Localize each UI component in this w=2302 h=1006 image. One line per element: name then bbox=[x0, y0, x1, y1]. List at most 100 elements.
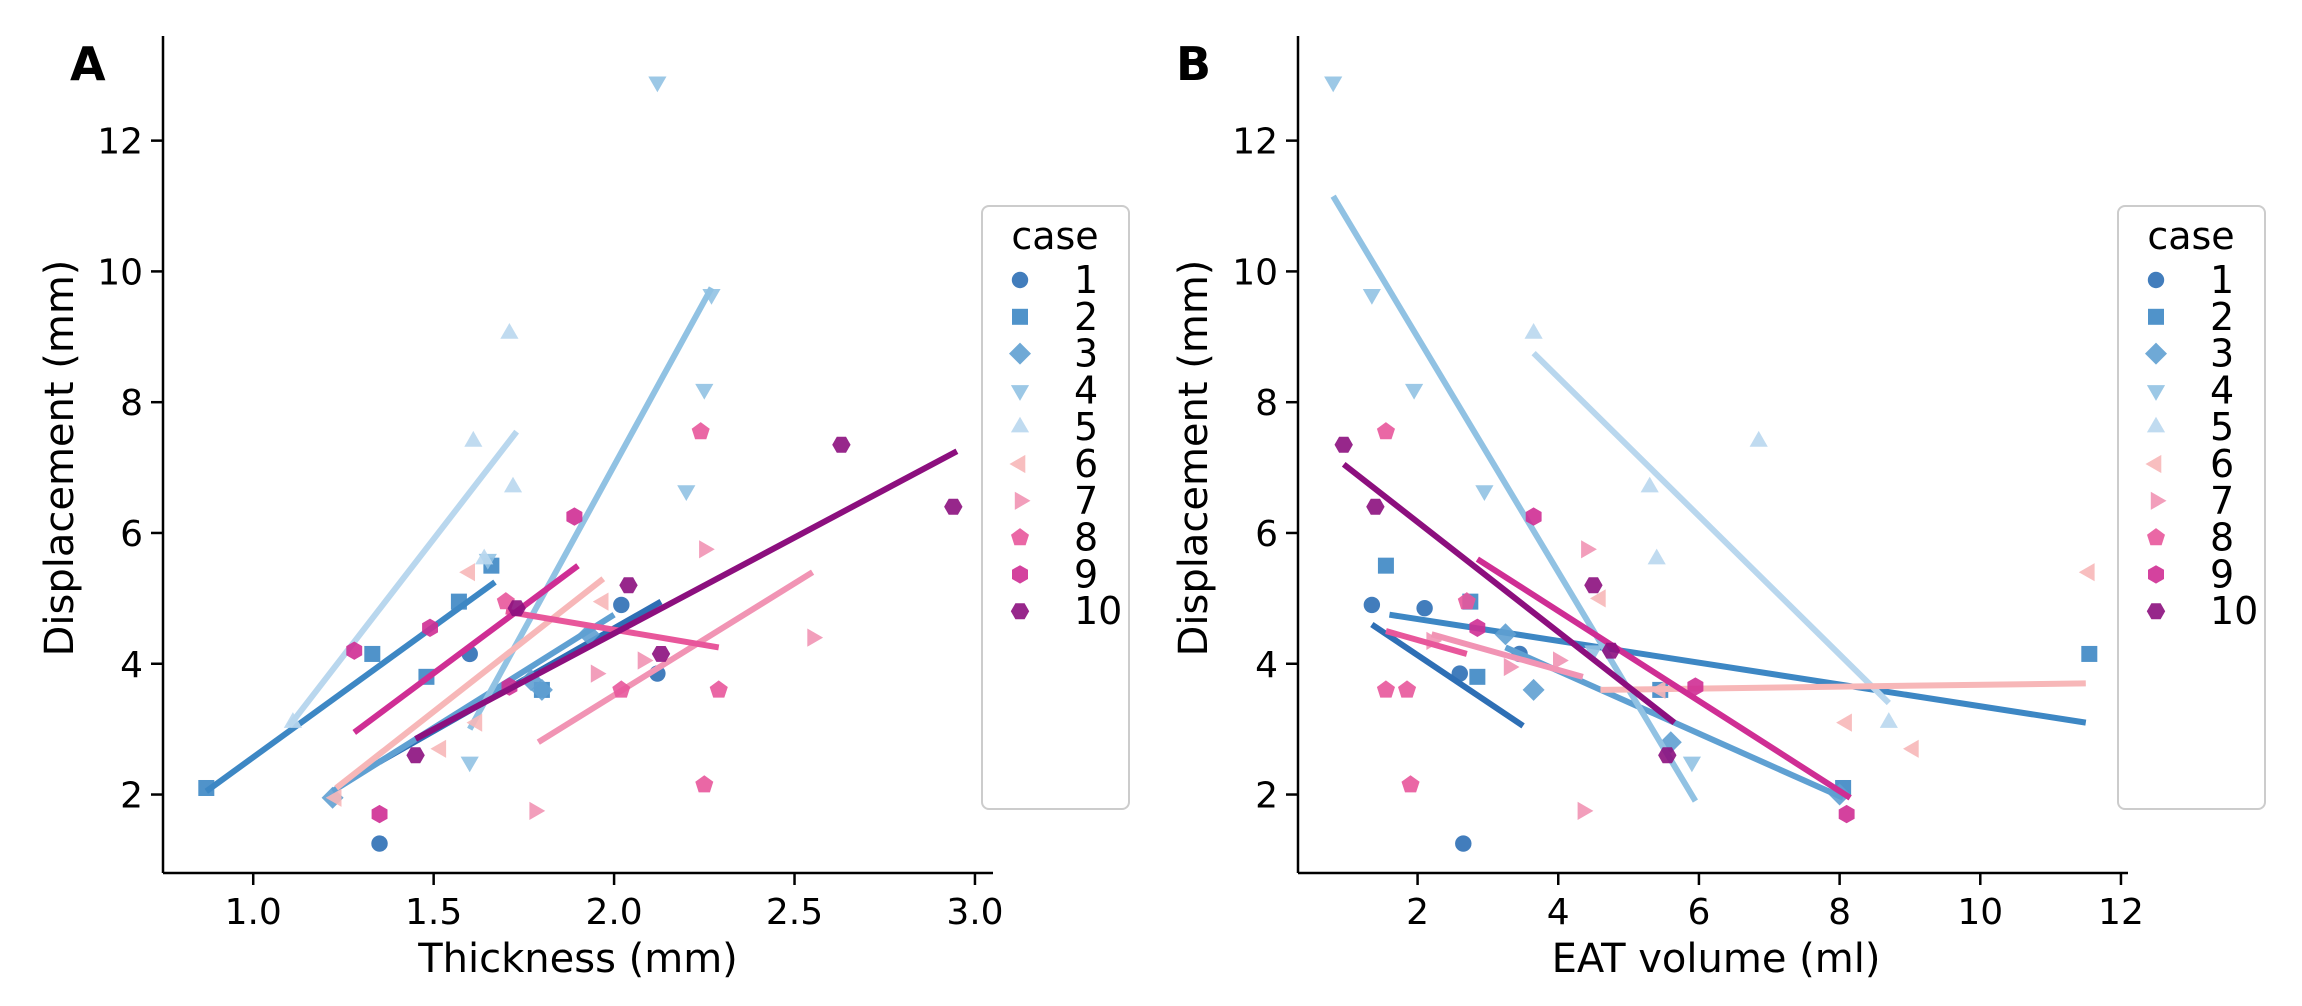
panel-a-legend-label-case-1: 1 bbox=[1074, 258, 1098, 302]
panel-a-legend-marker-case-3 bbox=[1009, 342, 1031, 365]
panel-b-point-case-5 bbox=[1524, 323, 1543, 339]
panel-a-x-ticks: 1.0 1.5 2.0 2.5 3.0 bbox=[225, 873, 1004, 933]
panel-a-point-case-1 bbox=[613, 596, 630, 614]
panel-b-y-tick-label: 6 bbox=[1255, 514, 1278, 555]
panel-a-legend-title: case bbox=[1011, 214, 1098, 258]
panel-b-series-case-9 bbox=[1469, 507, 1855, 824]
panel-a-point-case-9 bbox=[566, 507, 583, 526]
panel-a-legend-marker-case-7 bbox=[1014, 491, 1031, 510]
panel-b-legend-frame bbox=[2117, 205, 2266, 810]
panel-a-y-tick-label: 4 bbox=[120, 645, 143, 686]
panel-b-legend-label-case-2: 2 bbox=[2210, 295, 2234, 339]
panel-a-legend-marker-case-1 bbox=[1011, 271, 1029, 289]
panel-a-series-case-6 bbox=[325, 563, 609, 807]
panel-b-legend-marker-case-3 bbox=[2145, 342, 2167, 365]
panel-a-series-case-8 bbox=[496, 422, 728, 793]
panel-a-point-case-7 bbox=[637, 651, 654, 670]
panel-b-x-ticks: 2 4 6 8 10 12 bbox=[1406, 873, 2144, 933]
panel-b-series-case-2 bbox=[1377, 557, 2098, 796]
panel-b-point-case-7 bbox=[1577, 801, 1594, 820]
panel-b-point-case-8 bbox=[1457, 592, 1476, 610]
panel-b-point-case-4 bbox=[1475, 485, 1494, 501]
panel-b-point-case-8 bbox=[1376, 680, 1395, 698]
panel-b-point-case-7 bbox=[1553, 651, 1569, 670]
panel-b-x-tick-label: 12 bbox=[2098, 892, 2144, 933]
panel-b-point-case-8 bbox=[1401, 775, 1420, 793]
panel-a-point-case-4 bbox=[677, 485, 696, 501]
panel-b-point-case-9 bbox=[1469, 618, 1486, 637]
panel-b-point-case-6 bbox=[1836, 713, 1852, 732]
panel-b-x-axis-label: EAT volume (ml) bbox=[1552, 936, 1881, 982]
panel-a-legend-marker-case-4 bbox=[1010, 385, 1030, 401]
panel-b-point-case-4 bbox=[1682, 756, 1701, 773]
panel-a-point-case-8 bbox=[695, 775, 714, 793]
panel-a-point-case-6 bbox=[459, 563, 475, 582]
panel-b-point-case-2 bbox=[2081, 645, 2098, 662]
panel-b-fit-line-case-7 bbox=[1430, 631, 1584, 680]
panel-b-legend-marker-case-8 bbox=[2147, 528, 2165, 546]
panel-a-x-tick-label: 3.0 bbox=[946, 892, 1003, 933]
panel-a-point-case-9 bbox=[346, 641, 363, 660]
panel-b-point-case-5 bbox=[1749, 430, 1768, 447]
panel-a-point-case-10 bbox=[944, 498, 963, 515]
panel-b-point-case-8 bbox=[1376, 422, 1395, 440]
panel-a-point-case-7 bbox=[699, 540, 715, 559]
panel-b-fit-line-case-1 bbox=[1370, 622, 1525, 729]
panel-a-y-tick-label: 2 bbox=[120, 776, 143, 817]
panel-a-point-case-10 bbox=[651, 646, 671, 662]
panel-b-fit-line-case-5 bbox=[1531, 351, 1891, 706]
panel-a-legend-frame bbox=[981, 205, 1130, 810]
panel-a-point-case-8 bbox=[709, 680, 728, 698]
panel-b-point-case-10 bbox=[1334, 436, 1353, 453]
panel-b-legend-marker-case-6 bbox=[2145, 454, 2162, 474]
panel-b-fit-line-case-8 bbox=[1385, 628, 1468, 657]
panel-a-marks bbox=[198, 76, 963, 852]
panel-b-legend-marker-case-10 bbox=[2146, 603, 2166, 620]
panel-a-series-case-4 bbox=[460, 76, 721, 773]
panel-b-point-case-4 bbox=[1362, 289, 1381, 305]
panel-b-fit-line-case-4 bbox=[1330, 194, 1698, 803]
panel-a-legend-label-case-3: 3 bbox=[1074, 332, 1098, 376]
panel-b-point-case-4 bbox=[1405, 383, 1424, 400]
panel-b-x-tick-label: 10 bbox=[1957, 892, 2003, 933]
panel-b-point-case-10 bbox=[1584, 577, 1603, 594]
panel-a-x-axis-label: Thickness (mm) bbox=[417, 936, 738, 982]
panel-a-legend-label-case-4: 4 bbox=[1074, 368, 1098, 412]
panel-a-series-case-7 bbox=[529, 540, 824, 820]
panel-a-point-case-8 bbox=[612, 680, 631, 698]
panel-b-label: B bbox=[1176, 37, 1211, 91]
panel-a-point-case-7 bbox=[807, 628, 824, 647]
panel-b-series-case-4 bbox=[1324, 76, 1701, 803]
panel-b-point-case-6 bbox=[1903, 739, 1919, 758]
panel-b-point-case-1 bbox=[1416, 599, 1433, 617]
panel-a-point-case-5 bbox=[500, 323, 519, 339]
panel-b-point-case-5 bbox=[1879, 712, 1898, 728]
panel-b-point-case-2 bbox=[1377, 557, 1394, 574]
panel-a-series-case-9 bbox=[346, 507, 583, 824]
panel-b-point-case-10 bbox=[1366, 498, 1385, 515]
panel-a-point-case-10 bbox=[619, 577, 638, 594]
panel-a-y-tick-label: 6 bbox=[120, 514, 143, 555]
panel-a-y-ticks: 2 4 6 8 10 12 bbox=[97, 122, 163, 817]
panel-a-x-tick-label: 1.0 bbox=[225, 892, 282, 933]
panel-b-y-tick-label: 8 bbox=[1255, 383, 1278, 424]
panel-a-legend-label-case-5: 5 bbox=[1074, 405, 1098, 449]
panel-a-point-case-8 bbox=[691, 422, 710, 440]
panel-b-point-case-3 bbox=[1522, 678, 1545, 701]
panel-a-point-case-5 bbox=[475, 548, 494, 565]
panel-b-point-case-9 bbox=[1838, 804, 1855, 824]
panel-b-legend-title: case bbox=[2147, 214, 2234, 258]
panel-b-fit-line-case-9 bbox=[1475, 556, 1852, 801]
panel-b-legend-marker-case-5 bbox=[2146, 416, 2166, 433]
panel-b-legend-marker-case-7 bbox=[2150, 491, 2167, 510]
panel-a-legend-label-case-7: 7 bbox=[1074, 479, 1098, 523]
panel-b-point-case-9 bbox=[1525, 507, 1542, 526]
panel-a-point-case-9 bbox=[422, 618, 438, 637]
panel-a-point-case-6 bbox=[430, 739, 447, 758]
panel-a-legend-label-case-9: 9 bbox=[1074, 552, 1098, 596]
